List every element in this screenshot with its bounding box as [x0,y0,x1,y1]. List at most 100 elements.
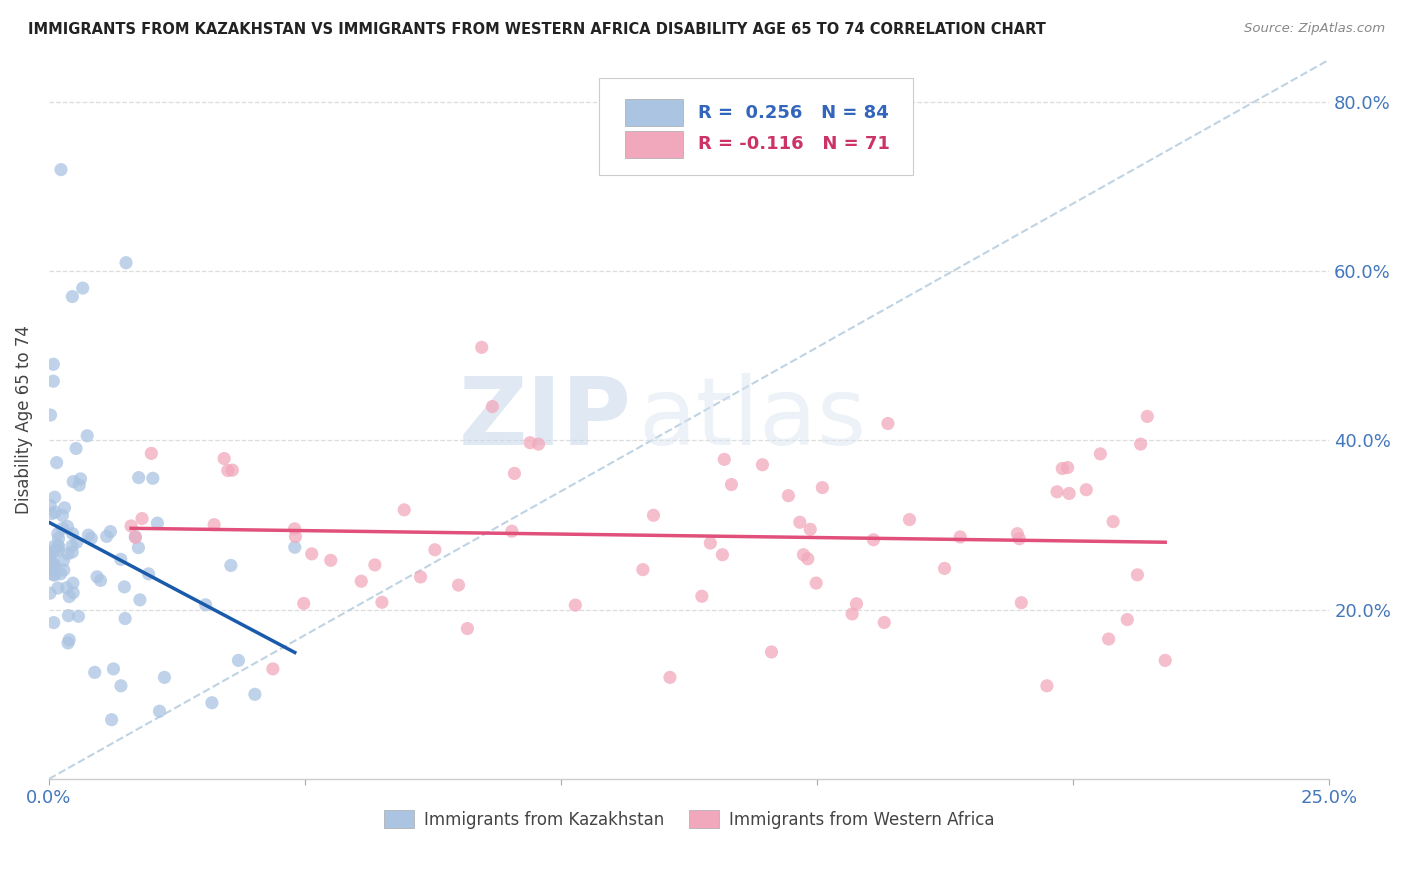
Point [350,574,373,589]
Point [120,519,142,533]
Point [1036,679,1059,693]
Point [221,463,243,477]
Point [128,470,150,484]
Point [58,632,80,647]
Point [62,576,84,591]
Point [658,670,681,684]
Point [934,561,956,575]
Point [949,530,972,544]
Text: IMMIGRANTS FROM KAZAKHSTAN VS IMMIGRANTS FROM WESTERN AFRICA DISABILITY AGE 65 T: IMMIGRANTS FROM KAZAKHSTAN VS IMMIGRANTS… [28,22,1046,37]
Y-axis label: Disability Age 65 to 74: Disability Age 65 to 74 [15,325,32,514]
Point [643,508,665,523]
Point [699,536,721,550]
Point [503,467,526,481]
Point [124,530,146,544]
Bar [626,131,683,158]
Point [371,595,394,609]
Point [1076,483,1098,497]
Point [60,289,83,303]
Point [53,500,76,515]
Point [141,446,163,460]
Point [41,554,63,568]
Point [873,615,896,630]
Text: Source: ZipAtlas.com: Source: ZipAtlas.com [1244,22,1385,36]
Point [127,541,149,555]
Point [292,597,315,611]
Point [52,521,75,535]
Point [877,417,900,431]
Point [55,581,77,595]
Point [49,566,72,581]
Point [142,471,165,485]
Point [62,586,84,600]
Point [46,543,69,558]
Point [789,516,811,530]
Point [66,535,89,549]
Point [67,478,90,492]
Point [392,503,415,517]
Point [124,530,146,544]
Point [110,679,132,693]
Point [131,511,153,525]
Point [44,558,66,572]
Point [797,551,820,566]
Point [42,567,65,582]
Point [862,533,884,547]
Point [146,516,169,530]
Text: R =  0.256   N = 84: R = 0.256 N = 84 [699,103,889,122]
Point [447,578,470,592]
Point [138,566,160,581]
Point [72,281,94,295]
Point [96,529,118,543]
Point [56,547,79,561]
Point [89,574,111,588]
Point [39,408,62,422]
Point [1090,447,1112,461]
Point [228,653,250,667]
Point [77,528,100,542]
Point [564,598,586,612]
Point [65,442,87,456]
Point [456,622,478,636]
Point [194,598,217,612]
Point [631,563,654,577]
Point [56,636,79,650]
Point [56,519,79,533]
Point [153,670,176,684]
Point [110,552,132,566]
Point [761,645,783,659]
Point [1102,515,1125,529]
Point [112,580,135,594]
Point [690,589,713,603]
Point [76,429,98,443]
Text: atlas: atlas [638,373,866,466]
Text: ZIP: ZIP [458,373,631,466]
Point [262,662,284,676]
Point [471,340,494,354]
Point [1007,526,1029,541]
Point [1126,567,1149,582]
Point [128,593,150,607]
Point [284,529,307,543]
Point [148,704,170,718]
Point [713,452,735,467]
Point [423,542,446,557]
Point [1136,409,1159,424]
Point [49,162,72,177]
Point [60,545,83,559]
Point [202,517,225,532]
Point [243,687,266,701]
Point [711,548,734,562]
Point [1116,613,1139,627]
Point [115,256,138,270]
Point [39,562,62,576]
Point [1057,486,1080,500]
Point [114,611,136,625]
Point [52,554,75,568]
Point [58,608,80,623]
Point [501,524,523,539]
Point [46,539,69,553]
Point [51,508,73,523]
Text: R = -0.116   N = 71: R = -0.116 N = 71 [699,136,890,153]
Point [100,713,122,727]
